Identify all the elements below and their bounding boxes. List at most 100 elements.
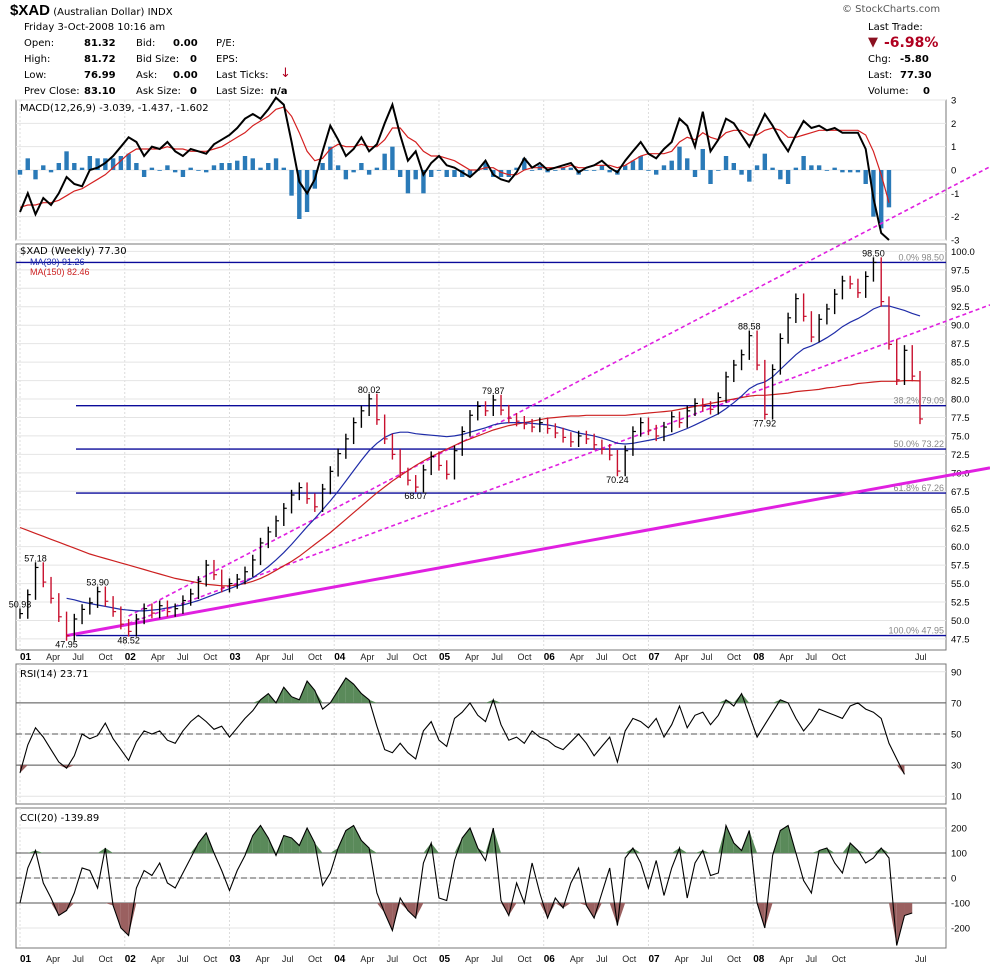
macd-histogram-bar — [568, 167, 574, 170]
macd-histogram-bar — [840, 170, 845, 173]
macd-histogram-bar — [793, 167, 799, 170]
x-year-label: 02 — [125, 954, 137, 965]
x-month-label: Oct — [203, 652, 218, 662]
macd-histogram-bar — [739, 170, 744, 175]
macd-histogram-bar — [25, 158, 30, 170]
low-label: Low: — [24, 70, 47, 81]
macd-histogram-bar — [685, 158, 690, 170]
price-annotation: 53.90 — [86, 578, 109, 588]
oscillator-fill — [291, 696, 300, 703]
oscillator-fill — [392, 903, 401, 931]
price-annotation: 79.87 — [482, 386, 505, 396]
x-year-label: 07 — [648, 954, 660, 965]
oscillator-fill — [260, 693, 269, 703]
oscillator-fill — [330, 848, 339, 853]
oscillator-fill — [485, 828, 494, 853]
macd-histogram-bar — [172, 170, 178, 173]
fib-level-label: 50.0% 73.22 — [893, 439, 944, 449]
x-month-label: Jul — [177, 652, 189, 662]
ma150-line — [19, 380, 921, 587]
oscillator-fill — [493, 699, 502, 703]
y-tick-label: 67.5 — [951, 487, 970, 498]
macd-histogram-bar — [242, 156, 248, 170]
x-month-label: Oct — [727, 652, 742, 662]
x-month-label: Jul — [282, 954, 294, 964]
x-month-label: Oct — [413, 652, 428, 662]
macd-histogram-bar — [708, 170, 713, 184]
x-year-label: 08 — [753, 652, 765, 663]
macd-histogram-bar — [374, 167, 380, 170]
macd-histogram-bar — [103, 158, 108, 170]
lastticks-label: Last Ticks: — [216, 70, 269, 81]
macd-histogram-bar — [832, 167, 837, 170]
oscillator-fill — [888, 903, 897, 946]
brand-logo[interactable]: © StockCharts.com — [842, 4, 940, 15]
high-value: 81.72 — [84, 54, 116, 65]
macd-histogram-bar — [281, 167, 286, 170]
macd-histogram-bar — [72, 163, 77, 170]
y-tick-label: 100 — [951, 849, 967, 860]
rsi-line — [19, 677, 905, 775]
macd-histogram-bar — [87, 156, 93, 170]
macd-histogram-bar — [79, 167, 85, 170]
oscillator-fill — [695, 850, 703, 853]
y-tick-label: 3 — [951, 96, 956, 107]
price-annotation: 57.18 — [24, 553, 47, 563]
oscillator-fill — [811, 850, 820, 853]
price-annotation: 80.02 — [358, 385, 381, 395]
macd-histogram-bar — [801, 156, 806, 170]
y-tick-label: 0 — [951, 874, 956, 885]
ask-label: Ask: — [136, 70, 158, 81]
cci-title: CCI(20) -139.89 — [20, 813, 99, 824]
price-annotation: 70.24 — [606, 475, 629, 485]
rsi-title: RSI(14) 23.71 — [20, 669, 89, 680]
macd-histogram-bar — [661, 165, 667, 170]
price-annotation: 88.58 — [738, 322, 761, 332]
x-month-label: Apr — [779, 954, 793, 964]
down-triangle-icon: ▼ — [868, 35, 878, 50]
x-month-label: Oct — [832, 954, 847, 964]
macd-histogram-bar — [886, 170, 892, 208]
x-month-label: Oct — [308, 652, 323, 662]
macd-histogram-bar — [266, 163, 271, 170]
x-month-label: Jul — [491, 652, 503, 662]
oscillator-fill — [454, 838, 463, 853]
y-tick-label: 65.0 — [951, 505, 970, 516]
macd-histogram-bar — [522, 158, 527, 170]
x-month-label: Jul — [491, 954, 503, 964]
macd-histogram-bar — [847, 170, 853, 173]
y-tick-label: 80.0 — [951, 395, 970, 406]
oscillator-fill — [58, 903, 67, 916]
macd-histogram-bar — [56, 163, 61, 170]
macd-histogram-bar — [460, 170, 465, 177]
y-tick-label: 1 — [951, 142, 956, 153]
x-month-label: Jul — [701, 954, 713, 964]
macd-histogram-bar — [110, 158, 116, 170]
x-month-label: Jul — [806, 652, 818, 662]
macd-histogram-bar — [219, 163, 224, 170]
macd-histogram-bar — [118, 156, 124, 170]
macd-histogram-bar — [654, 170, 659, 175]
oscillator-fill — [431, 843, 439, 853]
x-year-label: 07 — [648, 652, 660, 663]
y-tick-label: 10 — [951, 792, 962, 803]
bidsize-label: Bid Size: — [136, 54, 180, 65]
x-month-label: Jul — [72, 652, 84, 662]
x-year-label: 08 — [753, 954, 765, 965]
oscillator-fill — [873, 848, 882, 853]
pe-label: P/E: — [216, 38, 236, 49]
fib-level-label: 61.8% 67.26 — [893, 483, 944, 493]
oscillator-fill — [881, 848, 889, 853]
macd-histogram-bar — [397, 170, 403, 177]
x-year-label: 03 — [229, 652, 241, 663]
fib-level-label: 38.2% 79.09 — [893, 396, 944, 406]
y-tick-label: 72.5 — [951, 450, 970, 461]
oscillator-fill — [679, 848, 688, 853]
x-month-label: Oct — [622, 652, 637, 662]
y-tick-label: 200 — [951, 824, 967, 835]
down-tick-icon: ↓ — [280, 66, 291, 81]
y-tick-label: 85.0 — [951, 358, 970, 369]
fib-level-label: 100.0% 47.95 — [888, 626, 944, 636]
oscillator-fill — [539, 903, 548, 918]
oscillator-fill — [384, 903, 393, 931]
